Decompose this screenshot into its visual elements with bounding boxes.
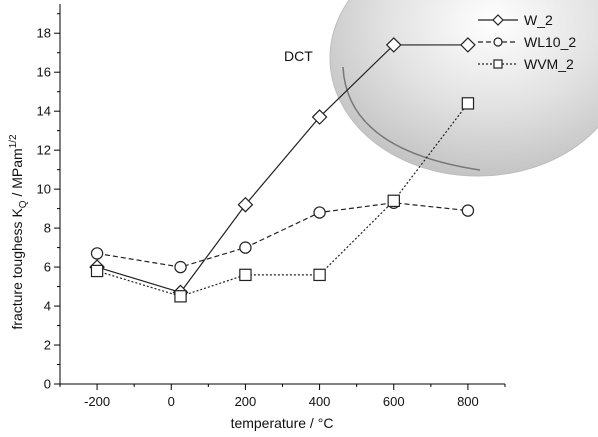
point-circle <box>493 37 503 47</box>
point-circle <box>239 241 252 254</box>
point-diamond <box>492 14 504 26</box>
y-tick-label: 16 <box>37 65 51 80</box>
point-diamond <box>311 109 328 125</box>
point-square <box>239 268 252 282</box>
x-tick-label: 600 <box>383 394 405 409</box>
dct-label: DCT <box>284 48 313 64</box>
point-square <box>493 59 503 69</box>
point-circle <box>174 260 187 274</box>
y-ticks: 0 2 4 6 8 10 12 14 16 18 <box>37 13 60 392</box>
x-tick-label: 200 <box>235 394 257 409</box>
y-tick-label: 14 <box>37 104 51 119</box>
x-tick-label: 800 <box>457 394 479 409</box>
point-circle <box>313 206 326 219</box>
y-axis-title: fracture toughess KQ / MPam1/2 <box>8 134 29 330</box>
point-diamond <box>385 37 402 53</box>
point-square <box>387 194 400 208</box>
y-tick-label: 10 <box>37 182 51 197</box>
x-axis-label: temperature / °C <box>231 415 334 431</box>
series-WL10_2 <box>90 196 475 274</box>
series-WVM_2 <box>90 97 475 303</box>
x-tick-label: 400 <box>309 394 331 409</box>
series-line <box>96 44 468 294</box>
legend-label: WVM_2 <box>524 56 574 72</box>
x-ticks: -200 0 200 400 600 800 <box>59 384 506 409</box>
y-tick-label: 18 <box>37 26 51 41</box>
point-square <box>174 290 187 303</box>
y-tick-label: 6 <box>44 260 51 275</box>
point-diamond <box>237 196 254 213</box>
y-tick-label: 8 <box>44 221 51 236</box>
point-square <box>90 264 104 278</box>
x-tick-label: 0 <box>168 394 175 409</box>
point-square <box>461 97 475 110</box>
y-tick-label: 12 <box>37 143 51 158</box>
dct-region <box>329 0 598 177</box>
y-axis-label: fracture toughess KQ / MPam1/2 <box>8 134 29 330</box>
legend-label: WL10_2 <box>524 34 576 50</box>
y-tick-label: 0 <box>44 377 51 392</box>
series-line <box>96 202 468 268</box>
y-tick-label: 4 <box>44 299 51 314</box>
legend-item: WVM_2 <box>478 56 574 72</box>
point-circle <box>90 247 104 260</box>
point-circle <box>461 204 475 217</box>
series-line <box>96 103 469 297</box>
x-tick-label: -200 <box>84 394 110 409</box>
series-layer <box>89 37 476 303</box>
legend-item: W_2 <box>478 12 553 28</box>
legend-item: WL10_2 <box>478 34 576 50</box>
point-diamond <box>460 37 476 53</box>
x-axis-title: temperature / °C <box>231 415 334 431</box>
y-tick-label: 2 <box>44 338 51 353</box>
legend: W_2 WL10_2 WVM_2 <box>478 12 576 72</box>
point-square <box>313 268 326 282</box>
legend-label: W_2 <box>524 12 553 28</box>
